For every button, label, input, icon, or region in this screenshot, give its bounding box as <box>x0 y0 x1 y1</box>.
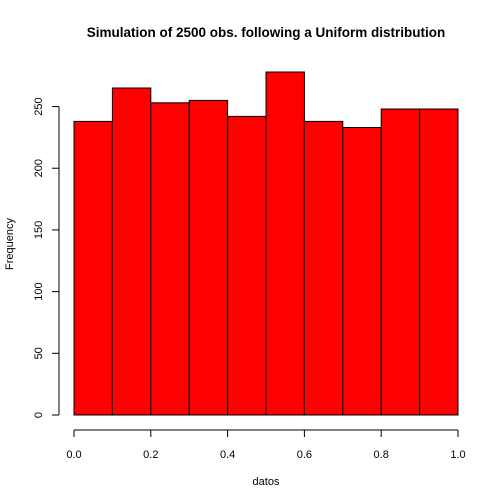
histogram-bar-7 <box>342 127 382 416</box>
y-tick-label-4: 200 <box>33 159 45 177</box>
histogram-bar-0 <box>73 120 113 416</box>
y-tick-label-1: 50 <box>33 347 45 359</box>
histogram-bar-4 <box>227 115 267 416</box>
histogram-bar-2 <box>150 102 190 416</box>
histogram-bar-1 <box>111 87 152 416</box>
chart-title: Simulation of 2500 obs. following a Unif… <box>87 25 446 40</box>
bars-group <box>73 71 459 416</box>
x-tick-label-1: 0.2 <box>143 449 158 461</box>
y-axis-label: Frequency <box>4 218 16 270</box>
x-tick-label-3: 0.6 <box>297 449 312 461</box>
histogram-bar-8 <box>380 108 421 416</box>
y-tick-label-3: 150 <box>33 221 45 239</box>
y-tick-label-5: 250 <box>33 97 45 115</box>
histogram-bar-6 <box>303 120 344 416</box>
x-axis: 0.0 0.2 0.4 0.6 0.8 1.0 <box>66 429 466 461</box>
y-tick-label-0: 0 <box>33 412 45 418</box>
x-axis-label: datos <box>253 476 280 488</box>
x-tick-label-2: 0.4 <box>220 449 235 461</box>
x-tick-label-0: 0.0 <box>66 449 81 461</box>
y-tick-label-2: 100 <box>33 282 45 300</box>
y-axis: 0 50 100 150 200 250 <box>33 97 60 418</box>
histogram-bar-5 <box>265 71 305 416</box>
x-tick-label-5: 1.0 <box>450 449 465 461</box>
histogram-bar-9 <box>419 108 459 416</box>
histogram-bar-3 <box>188 99 229 416</box>
x-tick-label-4: 0.8 <box>374 449 389 461</box>
